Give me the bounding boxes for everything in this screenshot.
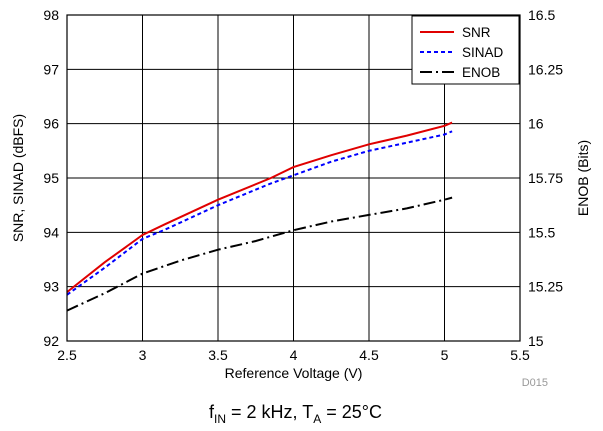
y-tick-label-left: 96 <box>43 116 59 132</box>
x-axis-title: Reference Voltage (V) <box>225 365 363 381</box>
chart-caption: fIN = 2 kHz, TA = 25°C <box>209 402 382 426</box>
y-tick-label-right: 15.25 <box>528 279 563 295</box>
legend: SNR SINAD ENOB <box>411 15 520 85</box>
y-tick-label-right: 16 <box>528 116 544 132</box>
y-tick-label-right: 15.5 <box>528 224 555 240</box>
tick-labels: 2.5 3 3.5 4 4.5 5 5.5 92 93 94 95 96 97 98 15 15.25 15.5… <box>43 7 563 363</box>
x-tick-label: 5.5 <box>510 347 530 363</box>
y-tick-label-left: 93 <box>43 279 59 295</box>
caption-mid: = 2 kHz, T <box>226 402 313 422</box>
y-tick-label-left: 94 <box>43 224 59 240</box>
y-tick-label-right: 16.25 <box>528 61 563 77</box>
y-tick-label-left: 98 <box>43 7 59 23</box>
caption-f: f <box>209 402 215 422</box>
y-tick-label-right: 15 <box>528 333 544 349</box>
y-tick-label-left: 92 <box>43 333 59 349</box>
y-axis-title-right: ENOB (Bits) <box>575 140 591 216</box>
caption-end: = 25°C <box>321 402 382 422</box>
series-lines <box>66 121 453 312</box>
series-line-snr <box>66 121 453 293</box>
x-tick-label: 5 <box>441 347 449 363</box>
y-tick-label-left: 95 <box>43 170 59 186</box>
y-tick-label-right: 15.75 <box>528 170 563 186</box>
series-line-sinad <box>66 130 453 296</box>
legend-label-sinad: SINAD <box>462 45 504 60</box>
y-tick-label-right: 16.5 <box>528 7 555 23</box>
caption-f-subscript: IN <box>214 412 226 426</box>
caption-t-subscript: A <box>313 412 321 426</box>
x-tick-label: 3 <box>139 347 147 363</box>
x-tick-label: 4 <box>290 347 298 363</box>
figure-code: D015 <box>522 377 548 389</box>
x-tick-label: 2.5 <box>57 347 77 363</box>
series-line-enob <box>66 196 453 312</box>
y-axis-title-left: SNR, SINAD (dBFS) <box>10 114 26 242</box>
x-tick-label: 4.5 <box>359 347 379 363</box>
legend-label-snr: SNR <box>462 25 491 40</box>
y-tick-label-left: 97 <box>43 61 59 77</box>
x-tick-label: 3.5 <box>208 347 228 363</box>
legend-label-enob: ENOB <box>462 65 500 80</box>
plot-frame <box>66 14 521 342</box>
